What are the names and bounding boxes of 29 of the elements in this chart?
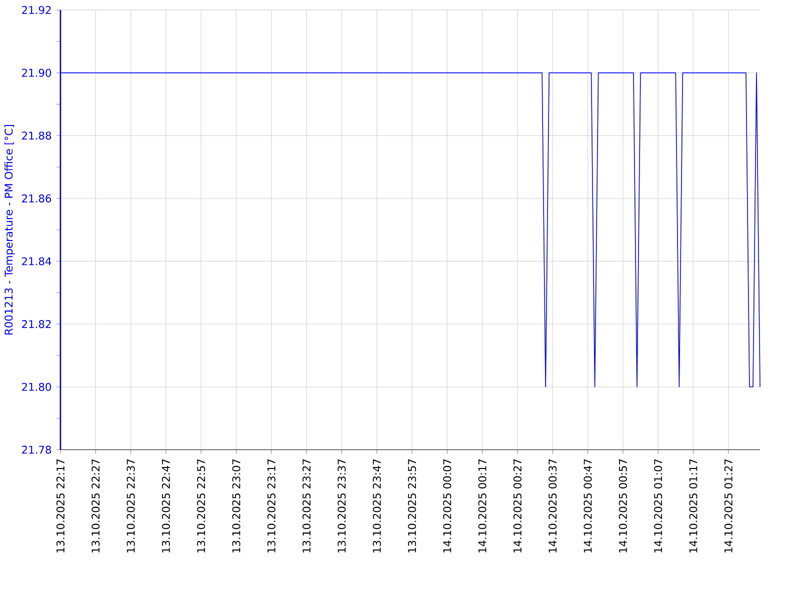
- x-tick-label: 13.10.2025 23:37: [338, 460, 346, 553]
- x-tick-label: 13.10.2025 23:27: [302, 460, 311, 553]
- y-tick-label: 21.84: [22, 257, 52, 266]
- x-tick-label: 13.10.2025 23:07: [232, 460, 240, 553]
- x-tick-label: 13.10.2025 22:17: [56, 460, 64, 553]
- y-tick-label: 21.80: [22, 383, 52, 392]
- x-tick-label: 13.10.2025 23:57: [408, 460, 416, 553]
- x-tick-label: 14.10.2025 00:27: [513, 460, 522, 553]
- x-tick-label: 13.10.2025 22:57: [197, 460, 206, 553]
- x-tick-label: 14.10.2025 00:17: [478, 460, 486, 553]
- y-tick-label: 21.88: [22, 132, 52, 140]
- x-tick-label: 13.10.2025 22:27: [92, 460, 100, 553]
- x-tick-label: 14.10.2025 01:27: [724, 460, 732, 553]
- x-tick-label: 13.10.2025 22:47: [162, 460, 170, 553]
- y-tick-label: 21.78: [22, 446, 52, 454]
- x-tick-label: 13.10.2025 23:17: [267, 460, 276, 553]
- x-tick-label: 14.10.2025 00:07: [443, 460, 452, 553]
- y-tick-label: 21.90: [22, 68, 52, 78]
- y-tick-label: 21.86: [22, 194, 52, 203]
- x-tick-label: 14.10.2025 00:47: [584, 460, 592, 553]
- y-tick-label: 21.92: [22, 6, 51, 14]
- x-tick-label: 13.10.2025 23:47: [372, 460, 381, 553]
- x-tick-label: 13.10.2025 22:37: [126, 460, 135, 553]
- x-tick-label: 14.10.2025 01:17: [689, 460, 698, 553]
- y-tick-label: 21.82: [22, 320, 51, 328]
- x-tick-label: 14.10.2025 00:57: [618, 460, 627, 553]
- x-tick-label: 14.10.2025 00:37: [548, 460, 557, 553]
- y-axis-title: R001213 - Temperature - PM Office [°C]: [4, 125, 15, 335]
- x-tick-label: 14.10.2025 01:07: [654, 460, 662, 553]
